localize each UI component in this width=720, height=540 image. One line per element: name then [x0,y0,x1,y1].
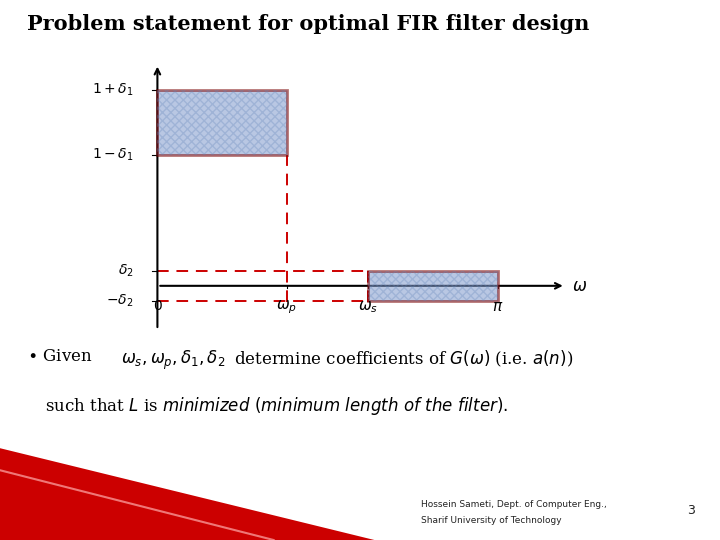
Text: determine coefficients of $G(\omega)$ (i.e. $a(n)$): determine coefficients of $G(\omega)$ (i… [234,348,573,368]
Text: $\pi$: $\pi$ [492,299,503,314]
Text: Sharif University of Technology: Sharif University of Technology [421,516,562,525]
Polygon shape [0,456,331,540]
Text: $0$: $0$ [153,299,162,313]
Bar [369,271,498,301]
Text: $\delta_2$: $\delta_2$ [118,263,134,279]
Text: 3: 3 [687,504,695,517]
Text: $\omega_p$: $\omega_p$ [276,299,297,316]
Text: Problem statement for optimal FIR filter design: Problem statement for optimal FIR filter… [27,14,590,33]
Bar [158,90,287,155]
Text: $1-\delta_1$: $1-\delta_1$ [92,147,134,164]
Text: $\omega$: $\omega$ [572,277,588,295]
Text: $\omega_s,\omega_p,\delta_1,\delta_2$: $\omega_s,\omega_p,\delta_1,\delta_2$ [121,348,225,372]
Bar [158,90,287,155]
Text: Hossein Sameti, Dept. of Computer Eng.,: Hossein Sameti, Dept. of Computer Eng., [421,500,610,509]
Text: $-\delta_2$: $-\delta_2$ [107,292,134,309]
Text: $1+\delta_1$: $1+\delta_1$ [92,82,134,98]
Polygon shape [0,465,302,540]
Text: $\bullet$ Given: $\bullet$ Given [27,348,93,365]
Polygon shape [0,485,216,540]
Polygon shape [0,507,130,540]
Text: $\omega_s$: $\omega_s$ [359,299,378,315]
Text: such that $L$ is $\mathit{minimized\ (minimum\ length\ of\ the\ filter).}$: such that $L$ is $\mathit{minimized\ (mi… [45,395,508,417]
Polygon shape [0,448,374,540]
Bar [369,271,498,301]
